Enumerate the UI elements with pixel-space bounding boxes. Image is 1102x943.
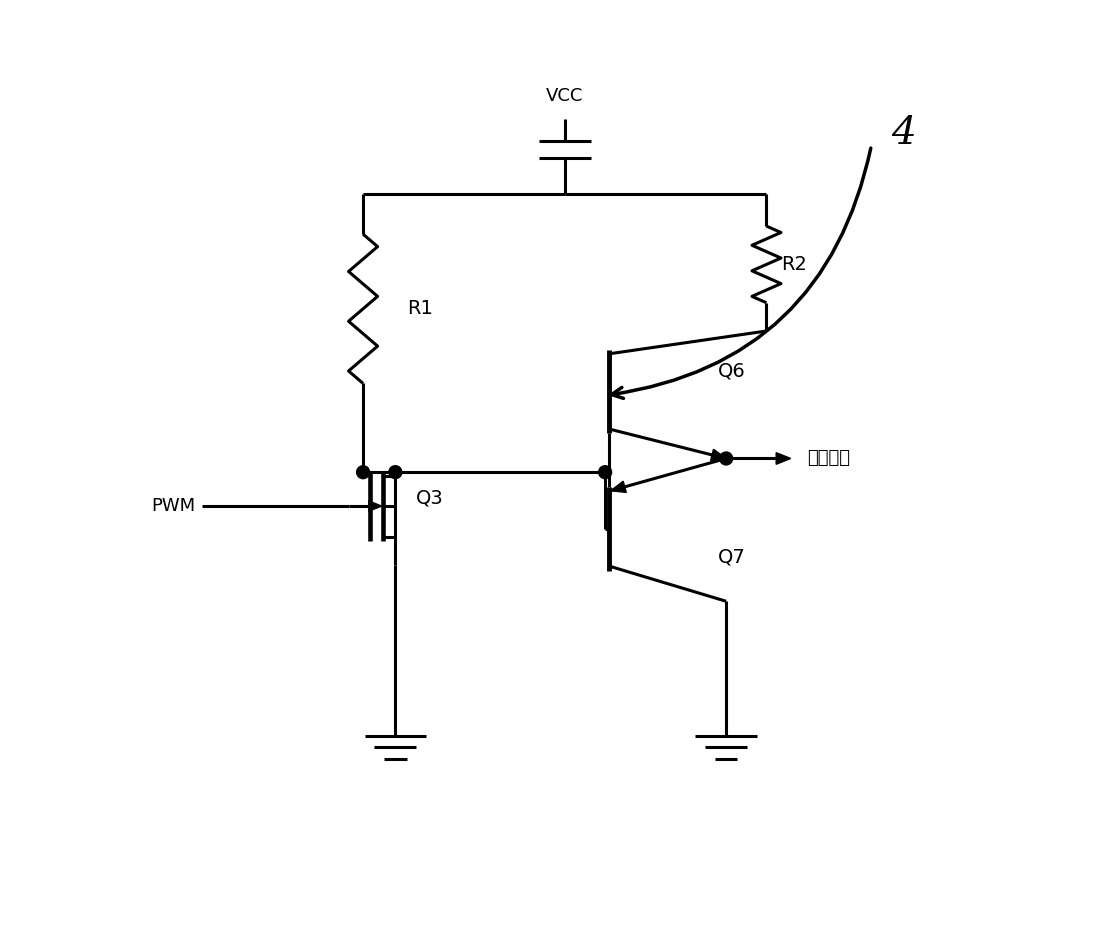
Polygon shape bbox=[711, 449, 726, 460]
Text: VCC: VCC bbox=[547, 87, 583, 105]
Polygon shape bbox=[611, 481, 626, 492]
Text: Q3: Q3 bbox=[415, 488, 443, 507]
Text: Q7: Q7 bbox=[719, 547, 746, 567]
Polygon shape bbox=[776, 453, 790, 464]
Text: R2: R2 bbox=[781, 255, 807, 273]
Circle shape bbox=[720, 452, 733, 465]
Circle shape bbox=[389, 466, 402, 479]
Circle shape bbox=[598, 466, 612, 479]
Text: R1: R1 bbox=[408, 299, 433, 319]
Polygon shape bbox=[369, 501, 381, 511]
Circle shape bbox=[357, 466, 369, 479]
Text: 驱动输出: 驱动输出 bbox=[807, 450, 850, 468]
Text: 4: 4 bbox=[892, 115, 916, 152]
Text: Q6: Q6 bbox=[719, 362, 746, 381]
Text: PWM: PWM bbox=[151, 497, 195, 515]
